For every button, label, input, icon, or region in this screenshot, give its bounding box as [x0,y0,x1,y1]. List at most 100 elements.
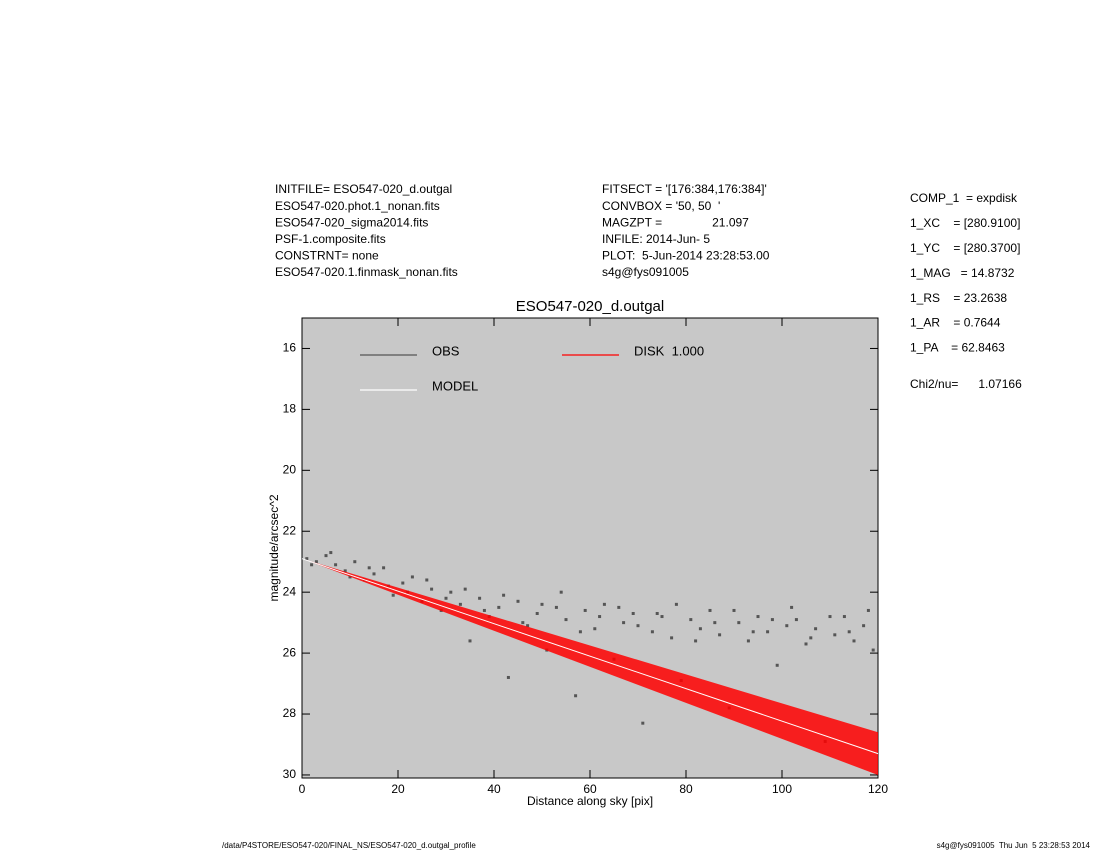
obs-point [809,636,813,640]
header-left-line: ESO547-020.phot.1_nonan.fits [275,199,440,213]
obs-point [766,630,770,634]
obs-point [574,694,578,698]
obs-point [775,663,779,667]
y-tick-label: 18 [283,402,297,416]
obs-point [650,630,654,634]
obs-point [583,608,587,612]
x-tick-label: 80 [679,782,693,796]
obs-point [497,605,501,609]
y-tick-label: 28 [283,706,297,720]
obs-point [478,596,482,600]
x-tick-label: 120 [868,782,888,796]
obs-point [449,590,453,594]
obs-point [329,551,333,555]
header-left-line: ESO547-020.1.finmask_nonan.fits [275,265,458,279]
y-tick-label: 20 [283,462,297,476]
x-tick-label: 60 [583,782,597,796]
fit-parameter: 1_PA = 62.8463 [910,341,1005,355]
obs-point [526,624,530,628]
obs-point [708,608,712,612]
y-axis-label: magnitude/arcsec^2 [267,494,281,601]
obs-point [631,611,635,615]
obs-point [516,599,520,603]
fit-parameter: 1_AR = 0.7644 [910,316,1001,330]
obs-point [343,569,347,573]
obs-point [655,611,659,615]
obs-point [790,605,794,609]
y-tick-label: 30 [283,767,297,781]
obs-point [694,639,698,643]
legend-label: MODEL [432,378,478,393]
obs-point [401,581,405,585]
header-middle-line: PLOT: 5-Jun-2014 23:28:53.00 [602,249,770,263]
header-middle-line: FITSECT = '[176:384,176:384]' [602,182,767,196]
obs-point [367,566,371,570]
obs-point [689,618,693,622]
obs-point [785,624,789,628]
obs-point [737,621,741,625]
obs-point [521,621,525,625]
chart-title: ESO547-020_d.outgal [516,298,664,315]
footer-stamp: s4g@fys091005 Thu Jun 5 23:28:53 2014 [937,841,1091,850]
obs-point [463,587,467,591]
obs-point [506,675,510,679]
y-tick-label: 24 [283,584,297,598]
plot-area [301,317,879,779]
obs-point [602,602,606,606]
header-middle-line: s4g@fys091005 [602,265,689,279]
obs-point [828,615,832,619]
obs-point [622,621,626,625]
obs-point [444,596,448,600]
obs-point [598,615,602,619]
obs-point [866,608,870,612]
obs-point [559,590,563,594]
footer-path: /data/P4STORE/ESO547-020/FINAL_NS/ESO547… [222,841,476,850]
obs-point [636,624,640,628]
obs-point [372,572,376,576]
y-tick-label: 26 [283,645,297,659]
obs-point [482,608,486,612]
x-axis-label: Distance along sky [pix] [527,794,653,808]
y-tick-label: 22 [283,523,297,537]
obs-point [425,578,429,582]
obs-point [804,642,808,646]
obs-point [641,721,645,725]
obs-point [458,602,462,606]
obs-point [871,648,875,652]
header-left-line: CONSTRNT= none [275,249,379,263]
fit-parameter: 1_RS = 23.2638 [910,291,1007,305]
obs-point [698,627,702,631]
obs-point [502,593,506,597]
y-tick-label: 16 [283,341,297,355]
x-tick-label: 40 [487,782,501,796]
obs-point [382,566,386,570]
header-left-line: INITFILE= ESO547-020_d.outgal [275,182,452,196]
obs-point [847,630,851,634]
obs-point [746,639,750,643]
obs-point [842,615,846,619]
x-tick-label: 20 [391,782,405,796]
obs-point [770,618,774,622]
obs-point [430,587,434,591]
fit-parameter: 1_YC = [280.3700] [910,241,1020,255]
obs-point [713,621,717,625]
obs-point [578,630,582,634]
obs-point [391,593,395,597]
x-tick-label: 0 [299,782,306,796]
obs-point [324,554,328,558]
obs-point [353,560,357,564]
obs-point [670,636,674,640]
obs-point [674,602,678,606]
header-middle-line: CONVBOX = '50, 50 ' [602,199,720,213]
obs-point [794,618,798,622]
obs-point [852,639,856,643]
obs-point [535,611,539,615]
obs-point [718,633,722,637]
obs-point [814,627,818,631]
fit-parameter: 1_MAG = 14.8732 [910,266,1015,280]
obs-point [305,557,309,561]
x-tick-label: 100 [772,782,792,796]
obs-point [554,605,558,609]
legend-label: DISK 1.000 [634,343,704,358]
model-line [301,558,879,755]
